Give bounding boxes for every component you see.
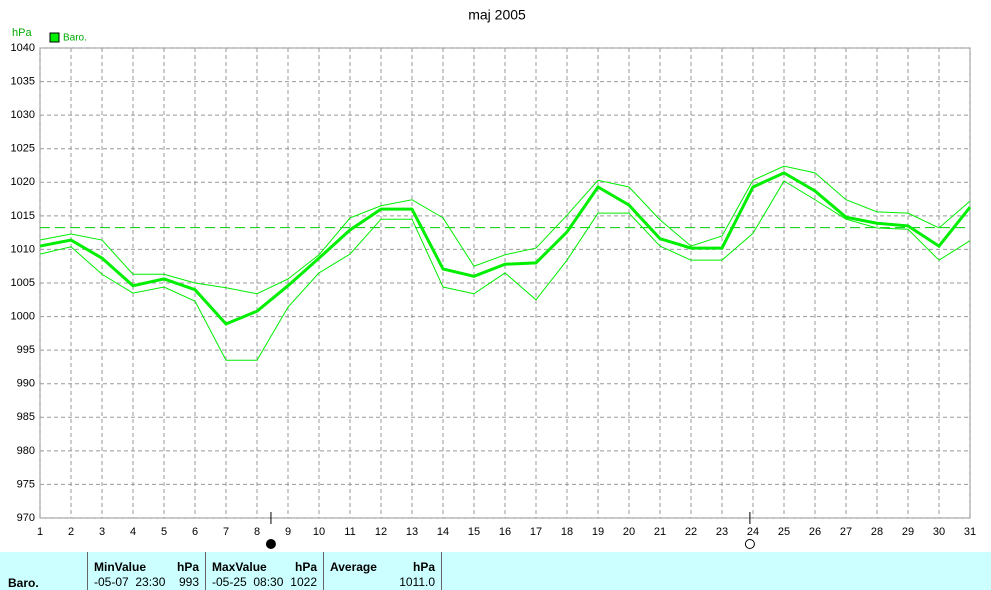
x-tick-label: 1 — [37, 526, 43, 538]
x-tick-label: 9 — [285, 526, 291, 538]
x-tick-label: 10 — [313, 526, 325, 538]
x-tick-label: 4 — [130, 526, 136, 538]
x-tick-label: 31 — [964, 526, 976, 538]
stat-cell: Average hPa 1011.0 — [324, 552, 442, 590]
x-tick-label: 28 — [871, 526, 883, 538]
series-line — [39, 165, 971, 295]
x-tick-label: 14 — [437, 526, 449, 538]
stat-value: 1011.0 — [399, 575, 435, 589]
x-tick-label: 13 — [406, 526, 418, 538]
stat-unit: hPa — [294, 560, 317, 574]
x-tick-label: 27 — [840, 526, 852, 538]
y-tick-label: 1015 — [11, 210, 35, 222]
y-tick-label: 1040 — [11, 42, 35, 54]
x-tick-label: 2 — [68, 526, 74, 538]
legend-label: Baro. — [63, 33, 87, 44]
stat-title: MinValue — [94, 560, 147, 574]
stat-title: MaxValue — [212, 560, 267, 574]
x-tick-label: 15 — [468, 526, 480, 538]
x-tick-label: 25 — [778, 526, 790, 538]
x-tick-label: 21 — [654, 526, 666, 538]
series-line — [39, 180, 971, 361]
stat-unit: hPa — [412, 560, 435, 574]
stat-value: 1022 — [290, 575, 317, 589]
x-tick-label: 11 — [344, 526, 355, 538]
y-axis-label: hPa — [12, 27, 32, 39]
x-tick-label: 24 — [747, 526, 759, 538]
stat-title: Average — [330, 560, 377, 574]
x-tick-label: 23 — [716, 526, 728, 538]
x-tick-label: 26 — [809, 526, 821, 538]
x-tick-label: 29 — [902, 526, 914, 538]
x-tick-label: 20 — [623, 526, 635, 538]
y-tick-label: 980 — [17, 445, 35, 457]
x-tick-label: 30 — [933, 526, 945, 538]
stat-time: -05-25 08:30 — [212, 575, 284, 589]
x-tick-label: 6 — [192, 526, 198, 538]
x-tick-label: 3 — [99, 526, 105, 538]
stat-time: -05-07 23:30 — [94, 575, 166, 589]
x-tick-label: 7 — [223, 526, 229, 538]
y-tick-label: 1020 — [11, 176, 35, 188]
stats-table: Baro. MinValue hPa -05-07 23:30 993 MaxValue h… — [0, 552, 991, 590]
series-line — [39, 171, 972, 326]
row-label-cell: Baro. — [0, 552, 88, 590]
y-tick-label: 970 — [17, 512, 35, 524]
x-tick-label: 18 — [561, 526, 573, 538]
x-tick-label: 16 — [499, 526, 511, 538]
y-tick-label: 985 — [17, 411, 35, 423]
x-tick-label: 5 — [161, 526, 167, 538]
chart-title: maj 2005 — [468, 7, 526, 23]
y-tick-label: 995 — [17, 344, 35, 356]
x-tick-label: 17 — [530, 526, 542, 538]
moon-phase — [265, 539, 276, 549]
y-tick-label: 975 — [17, 478, 35, 490]
chart: maj 2005 hPa 970975980985990995100010051… — [11, 7, 976, 549]
stat-cell: MinValue hPa -05-07 23:30 993 — [88, 552, 206, 590]
y-tick-label: 1035 — [11, 75, 35, 87]
stat-cell: MaxValue hPa -05-25 08:30 1022 — [206, 552, 324, 590]
row-label: Baro. — [8, 576, 39, 590]
y-tick-label: 990 — [17, 378, 35, 390]
y-tick-label: 1000 — [11, 310, 35, 322]
y-tick-label: 1005 — [11, 277, 35, 289]
stat-value: 993 — [178, 575, 199, 589]
stat-unit: hPa — [176, 560, 199, 574]
y-tick-label: 1010 — [11, 243, 35, 255]
x-tick-label: 12 — [375, 526, 387, 538]
legend-swatch — [49, 32, 60, 43]
x-tick-label: 22 — [685, 526, 697, 538]
x-tick-label: 19 — [592, 526, 604, 538]
x-tick-label: 8 — [254, 526, 260, 538]
moon-phase — [744, 539, 755, 549]
y-tick-label: 1030 — [11, 109, 35, 121]
y-tick-label: 1025 — [11, 143, 35, 155]
